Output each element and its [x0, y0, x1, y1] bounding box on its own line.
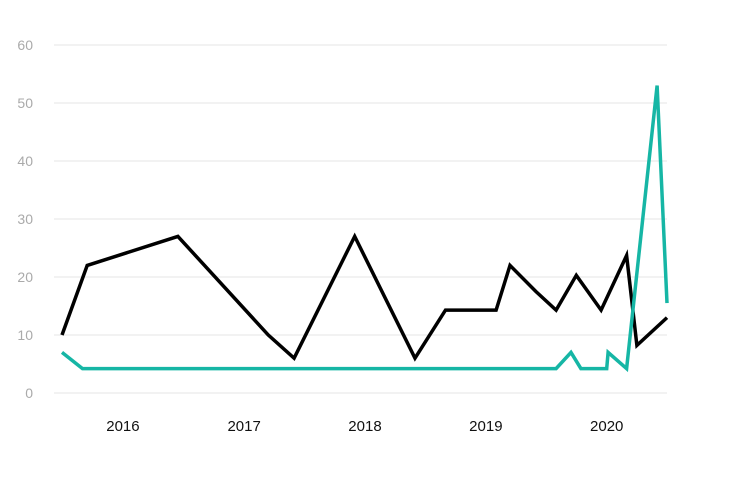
x-tick-label: 2020 [590, 418, 623, 435]
x-tick-label: 2018 [348, 418, 381, 435]
grid-lines [54, 44, 667, 394]
x-axis-ticks: 2016 2017 2018 2019 2020 [106, 418, 623, 435]
y-tick-label: 60 [17, 37, 33, 53]
x-tick-label: 2016 [106, 418, 139, 435]
y-tick-label: 10 [17, 327, 33, 343]
y-tick-label: 30 [17, 211, 33, 227]
y-axis-ticks: 0 10 20 30 40 50 60 [17, 37, 33, 401]
series-line-2 [60, 85, 669, 373]
y-tick-label: 20 [17, 269, 33, 285]
series-line-1 [60, 232, 669, 362]
y-tick-label: 0 [25, 385, 33, 401]
y-tick-label: 50 [17, 95, 33, 111]
series-lines [60, 85, 669, 373]
y-tick-label: 40 [17, 153, 33, 169]
x-tick-label: 2019 [469, 418, 502, 435]
x-tick-label: 2017 [227, 418, 260, 435]
